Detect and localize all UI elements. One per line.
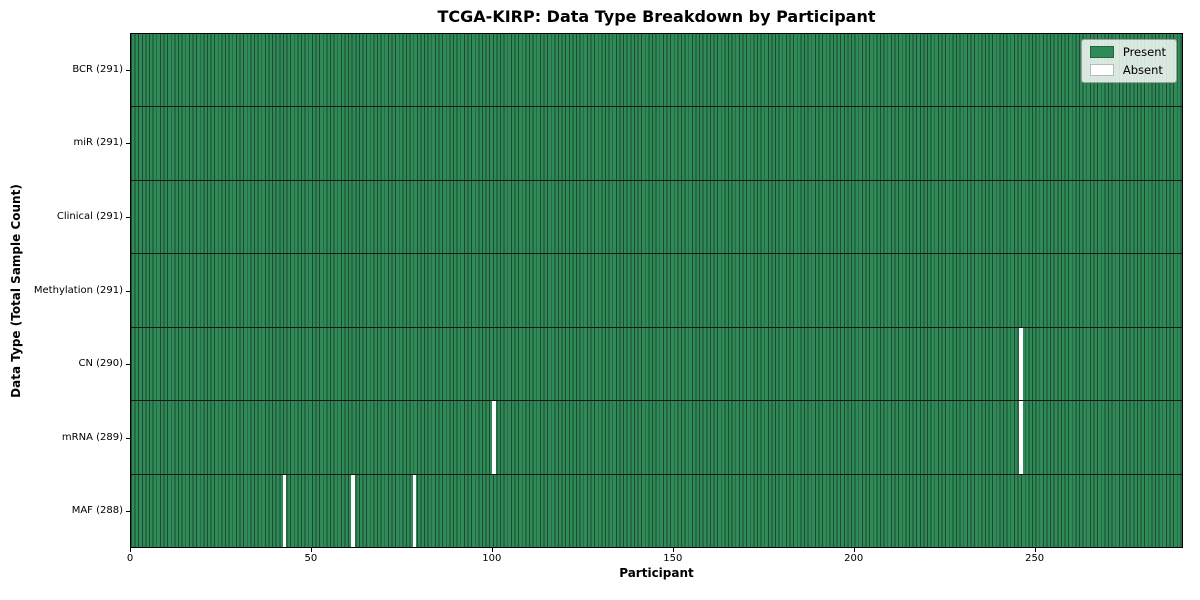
y-tick-label: MAF (288) xyxy=(71,505,123,516)
y-tick-mark xyxy=(126,511,130,512)
y-tick-mark xyxy=(126,143,130,144)
y-tick-label: Clinical (291) xyxy=(56,211,123,222)
legend-swatch-present xyxy=(1089,46,1114,58)
chart-title: TCGA-KIRP: Data Type Breakdown by Partic… xyxy=(437,7,876,26)
row-bcr xyxy=(131,34,1182,107)
y-tick-mark xyxy=(126,364,130,365)
x-tick-mark xyxy=(311,548,312,552)
x-tick-mark xyxy=(492,548,493,552)
x-tick-mark xyxy=(1035,548,1036,552)
y-tick-mark xyxy=(126,70,130,71)
x-tick-label: 150 xyxy=(663,553,683,564)
legend: Present Absent xyxy=(1080,39,1177,83)
x-axis-label: Participant xyxy=(619,566,694,580)
absent-mark-maf-61 xyxy=(351,474,355,547)
plot-area: Present Absent xyxy=(130,33,1183,548)
legend-label: Present xyxy=(1122,45,1166,59)
x-tick-mark xyxy=(130,548,131,552)
x-tick-label: 0 xyxy=(126,553,134,564)
x-tick-label: 250 xyxy=(1025,553,1045,564)
legend-item-absent: Absent xyxy=(1089,63,1166,77)
row-cn xyxy=(131,326,1182,401)
y-tick-label: CN (290) xyxy=(78,358,123,369)
absent-mark-mrna-246 xyxy=(1019,401,1024,474)
absent-mark-cn-246 xyxy=(1019,327,1024,401)
y-tick-mark xyxy=(126,438,130,439)
y-tick-label: Methylation (291) xyxy=(33,285,123,296)
row-mir xyxy=(131,106,1182,180)
x-tick-label: 100 xyxy=(482,553,502,564)
legend-label: Absent xyxy=(1122,63,1163,77)
absent-mark-maf-78 xyxy=(412,474,417,547)
absent-mark-maf-42 xyxy=(282,474,287,547)
y-tick-label: BCR (291) xyxy=(72,64,123,75)
y-tick-label: mRNA (289) xyxy=(61,432,123,443)
absent-mark-mrna-100 xyxy=(492,401,496,474)
x-tick-mark xyxy=(854,548,855,552)
row-methylation xyxy=(131,253,1182,327)
x-tick-label: 50 xyxy=(304,553,318,564)
y-tick-label: miR (291) xyxy=(73,137,123,148)
y-tick-mark xyxy=(126,217,130,218)
x-tick-mark xyxy=(673,548,674,552)
legend-swatch-absent xyxy=(1089,64,1114,76)
row-maf xyxy=(131,473,1182,547)
x-tick-label: 200 xyxy=(844,553,864,564)
row-mrna xyxy=(131,400,1182,474)
row-clinical xyxy=(131,179,1182,254)
y-tick-mark xyxy=(126,291,130,292)
legend-item-present: Present xyxy=(1089,45,1166,59)
